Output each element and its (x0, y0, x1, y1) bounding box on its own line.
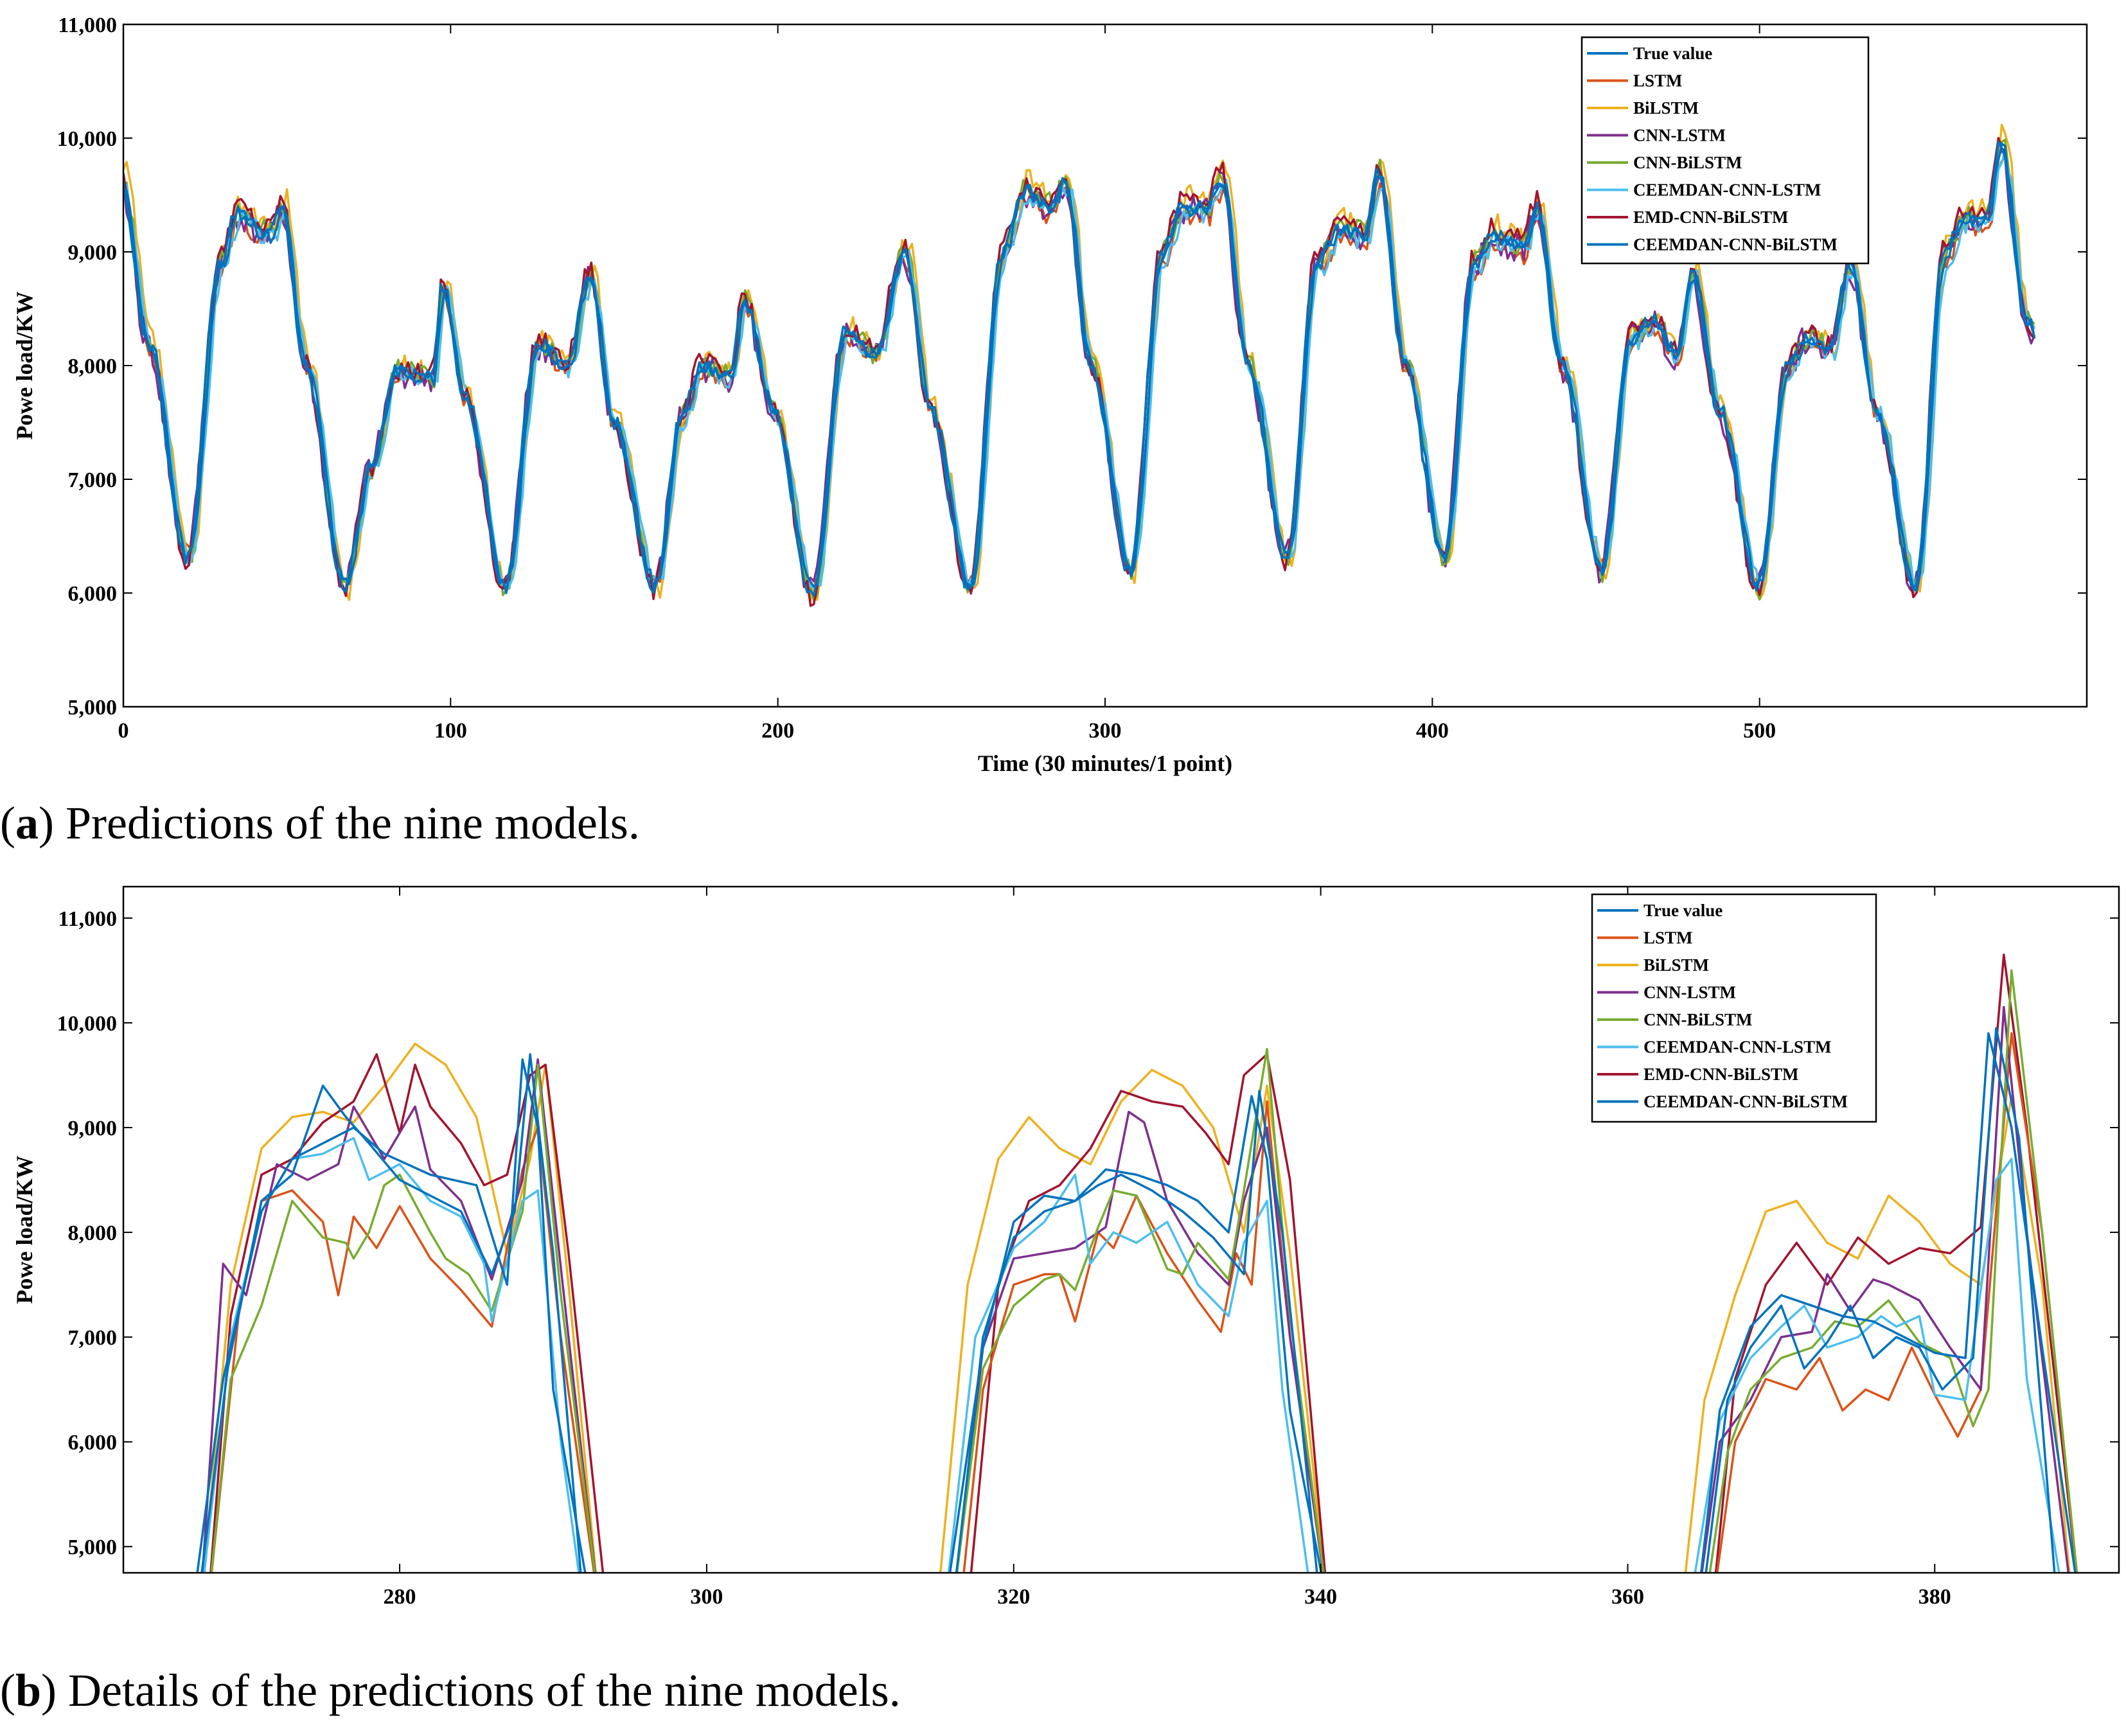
b-xtick-label: 340 (1304, 1585, 1337, 1609)
b-legend-entry: CEEMDAN-CNN-LSTM (1643, 1038, 1832, 1057)
b-axes-frame (122, 885, 2120, 1574)
caption-a-letter: a (15, 797, 39, 849)
chart-b: 5,000 6,000 7,000 8,000 9,000 10,000 11,000 280… (12, 885, 2120, 1609)
a-legend-entry: BiLSTM (1633, 98, 1699, 118)
a-ytick-label: 10,000 (57, 127, 118, 151)
a-ytick-label: 7,000 (68, 468, 118, 492)
a-lines (123, 123, 2036, 607)
a-axes-frame (122, 23, 2088, 708)
b-legend-entry: BiLSTM (1643, 955, 1709, 975)
a-y-axis-label: Powe load/KW (12, 292, 37, 440)
b-series-ceemdan-cnn-lstm (1694, 1158, 2060, 1573)
b-legend-entry: CEEMDAN-CNN-BiLSTM (1643, 1092, 1848, 1112)
a-legend-entry: CNN-BiLSTM (1633, 153, 1742, 172)
caption-b: (b) Details of the predictions of the ni… (0, 1665, 901, 1716)
a-legend-entry: CEEMDAN-CNN-LSTM (1633, 181, 1821, 200)
a-xtick-label: 0 (118, 719, 129, 743)
a-series-true-value (123, 141, 2036, 598)
chart-a: 5,000 6,000 7,000 8,000 9,000 10,000 11,000 0 10… (12, 13, 2088, 776)
caption-a: (a) Predictions of the nine models. (0, 797, 640, 849)
b-xtick-label: 380 (1918, 1585, 1951, 1609)
a-ytick-label: 8,000 (68, 355, 118, 378)
b-series-bilstm (1684, 1095, 2071, 1573)
a-ytick-label: 6,000 (68, 582, 118, 606)
b-series-cnn-lstm (201, 1058, 597, 1573)
b-legend-entry: CNN-BiLSTM (1643, 1010, 1753, 1029)
b-xtick-label: 280 (384, 1585, 416, 1609)
b-legend-entry: True value (1643, 901, 1723, 920)
a-ytick-label: 11,000 (58, 13, 117, 37)
a-ytick-label: 9,000 (68, 241, 118, 265)
b-series-ceemdan-cnn-bilstm (200, 1053, 582, 1573)
caption-b-letter: b (15, 1665, 42, 1716)
a-legend-entry: EMD-CNN-BiLSTM (1633, 208, 1789, 227)
b-series-true-value (1699, 1032, 2077, 1573)
a-x-axis-label: Time (30 minutes/1 point) (978, 750, 1232, 776)
a-legend-entry: LSTM (1633, 71, 1683, 91)
a-series-ceemdan-cnn-bilstm (123, 142, 2036, 594)
b-series-cnn-lstm (955, 1110, 1325, 1573)
b-series-cnn-bilstm (955, 1047, 1325, 1573)
b-xtick-label: 300 (690, 1585, 723, 1609)
b-legend-entry: CNN-LSTM (1643, 983, 1736, 1002)
b-lines (196, 953, 2078, 1573)
b-series-cnn-bilstm (210, 1063, 596, 1573)
b-series-ceemdan-cnn-lstm (947, 1173, 1309, 1573)
b-ytick-label: 5,000 (68, 1536, 118, 1559)
b-ytick-label: 8,000 (68, 1221, 118, 1245)
a-xtick-label: 500 (1743, 719, 1776, 743)
b-ytick-label: 11,000 (58, 907, 117, 931)
a-legend (1581, 36, 1870, 265)
caption-a-text: Predictions of the nine models. (65, 797, 640, 849)
b-ytick-label: 9,000 (68, 1117, 118, 1140)
a-xtick-label: 300 (1089, 719, 1122, 743)
b-series-cnn-bilstm (1708, 969, 2078, 1573)
b-ytick-label: 7,000 (68, 1326, 118, 1350)
a-xtick-label: 100 (434, 719, 467, 743)
a-legend-entry: True value (1633, 44, 1712, 63)
a-xtick-label: 400 (1416, 719, 1449, 743)
b-series-emd-cnn-bilstm (1714, 953, 2078, 1573)
a-series-ceemdan-cnn-lstm (123, 150, 2036, 595)
b-ytick-label: 6,000 (68, 1431, 118, 1455)
a-ytick-label: 5,000 (68, 696, 118, 720)
b-series-emd-cnn-bilstm (970, 1053, 1327, 1573)
caption-b-text: Details of the predictions of the nine m… (68, 1665, 901, 1716)
a-legend-entry: CEEMDAN-CNN-BiLSTM (1633, 235, 1838, 254)
b-series-true-value (948, 1095, 1323, 1573)
b-xtick-label: 320 (997, 1585, 1030, 1609)
b-y-axis-label: Powe load/KW (12, 1156, 37, 1304)
b-series-ceemdan-cnn-bilstm (955, 1090, 1318, 1573)
b-series-true-value (196, 1058, 587, 1573)
b-legend-entry: EMD-CNN-BiLSTM (1643, 1065, 1799, 1084)
a-xtick-label: 200 (761, 719, 794, 743)
b-legend-entry: LSTM (1643, 928, 1693, 948)
a-legend-entry: CNN-LSTM (1633, 126, 1726, 145)
b-series-ceemdan-cnn-bilstm (1705, 1027, 2056, 1573)
b-xtick-label: 360 (1611, 1585, 1644, 1609)
b-legend (1591, 893, 1877, 1123)
b-ytick-label: 10,000 (57, 1012, 118, 1036)
